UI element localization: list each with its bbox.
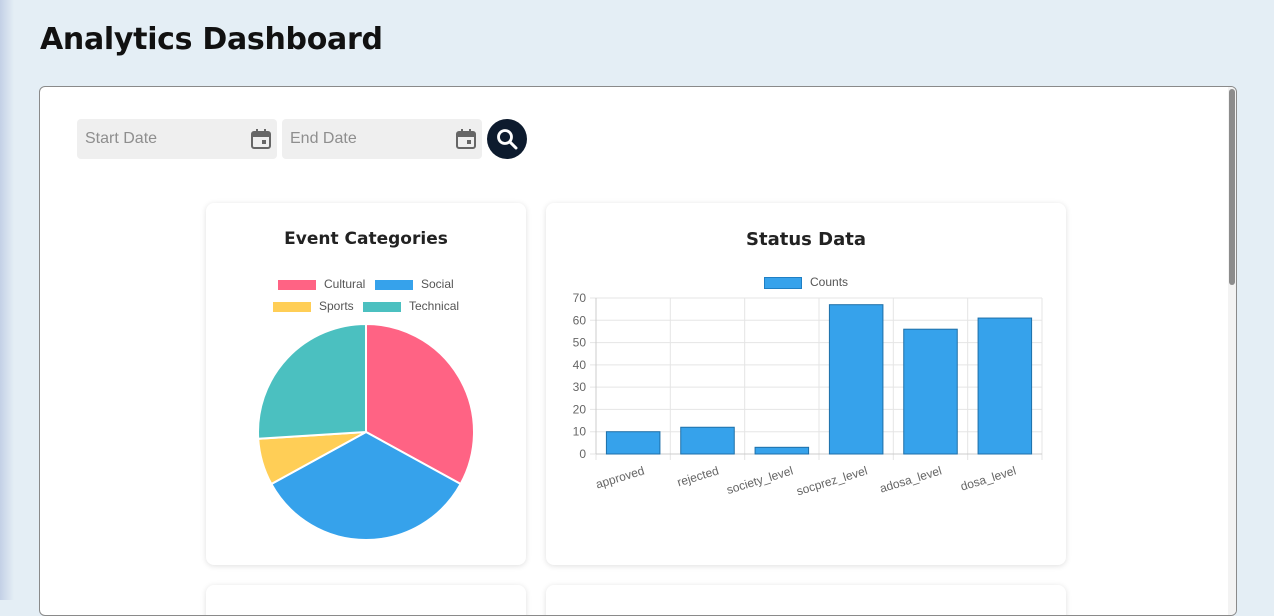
- x-tick-label: dosa_level: [959, 463, 1018, 493]
- start-date-placeholder: Start Date: [85, 130, 158, 147]
- legend-swatch: [273, 302, 311, 312]
- chart-card-partial: [546, 585, 1066, 615]
- search-button[interactable]: [487, 119, 527, 159]
- window-edge-shadow: [0, 0, 14, 600]
- start-date-field[interactable]: Start Date: [77, 119, 277, 159]
- pie-slice-cultural[interactable]: [365, 322, 475, 486]
- y-tick-label: 0: [579, 447, 586, 461]
- x-tick-label: rejected: [675, 463, 720, 489]
- legend-label: Cultural: [324, 277, 366, 291]
- scrollbar[interactable]: [1228, 87, 1236, 615]
- y-tick-label: 70: [573, 291, 587, 305]
- bar-rejected[interactable]: [680, 426, 735, 455]
- status-data-card: Status Data Counts 70 60 50 40 30 20 10 0 approv…: [546, 203, 1066, 565]
- bar-society-level[interactable]: [754, 446, 810, 455]
- event-categories-card: Event Categories Cultural Social Sports …: [206, 203, 526, 565]
- legend-swatch: [363, 302, 401, 312]
- search-icon: [497, 129, 518, 150]
- bar-socprez-level[interactable]: [828, 304, 884, 455]
- legend-label: Social: [421, 277, 454, 291]
- end-date-field[interactable]: End Date: [282, 119, 482, 159]
- chart-card-partial: [206, 585, 526, 615]
- event-categories-title: Event Categories: [284, 229, 448, 249]
- status-data-bar-chart: 70 60 50 40 30 20 10 0 approved rejected society_l…: [573, 291, 1043, 498]
- y-tick-label: 60: [573, 313, 587, 327]
- y-tick-label: 20: [573, 402, 587, 416]
- pie-slice-technical[interactable]: [257, 322, 367, 440]
- legend-swatch: [764, 277, 802, 289]
- grid-lines: [590, 297, 1043, 460]
- y-tick-label: 50: [573, 336, 587, 350]
- legend-swatch: [278, 280, 316, 290]
- bar-dosa-level[interactable]: [977, 317, 1033, 455]
- x-tick-label: approved: [594, 463, 646, 491]
- dashboard-panel: Start Date End Date Event Categories: [39, 86, 1237, 616]
- x-tick-label: socprez_level: [795, 463, 869, 498]
- legend-label: Sports: [319, 299, 354, 313]
- x-tick-label: adosa_level: [878, 463, 943, 495]
- bar-adosa-level[interactable]: [903, 328, 958, 455]
- x-tick-label: society_level: [725, 463, 795, 496]
- status-data-title: Status Data: [746, 229, 866, 250]
- y-tick-label: 10: [573, 425, 587, 439]
- legend-label: Technical: [409, 299, 460, 313]
- legend-swatch: [375, 280, 413, 290]
- event-categories-pie: [257, 322, 475, 541]
- page-title: Analytics Dashboard: [40, 22, 383, 57]
- end-date-placeholder: End Date: [290, 130, 357, 147]
- bar-approved[interactable]: [605, 431, 661, 455]
- calendar-icon[interactable]: [454, 127, 478, 151]
- calendar-icon[interactable]: [249, 127, 273, 151]
- y-tick-label: 30: [573, 380, 587, 394]
- scrollbar-thumb[interactable]: [1229, 89, 1235, 285]
- y-tick-label: 40: [573, 358, 587, 372]
- legend-label: Counts: [810, 275, 849, 289]
